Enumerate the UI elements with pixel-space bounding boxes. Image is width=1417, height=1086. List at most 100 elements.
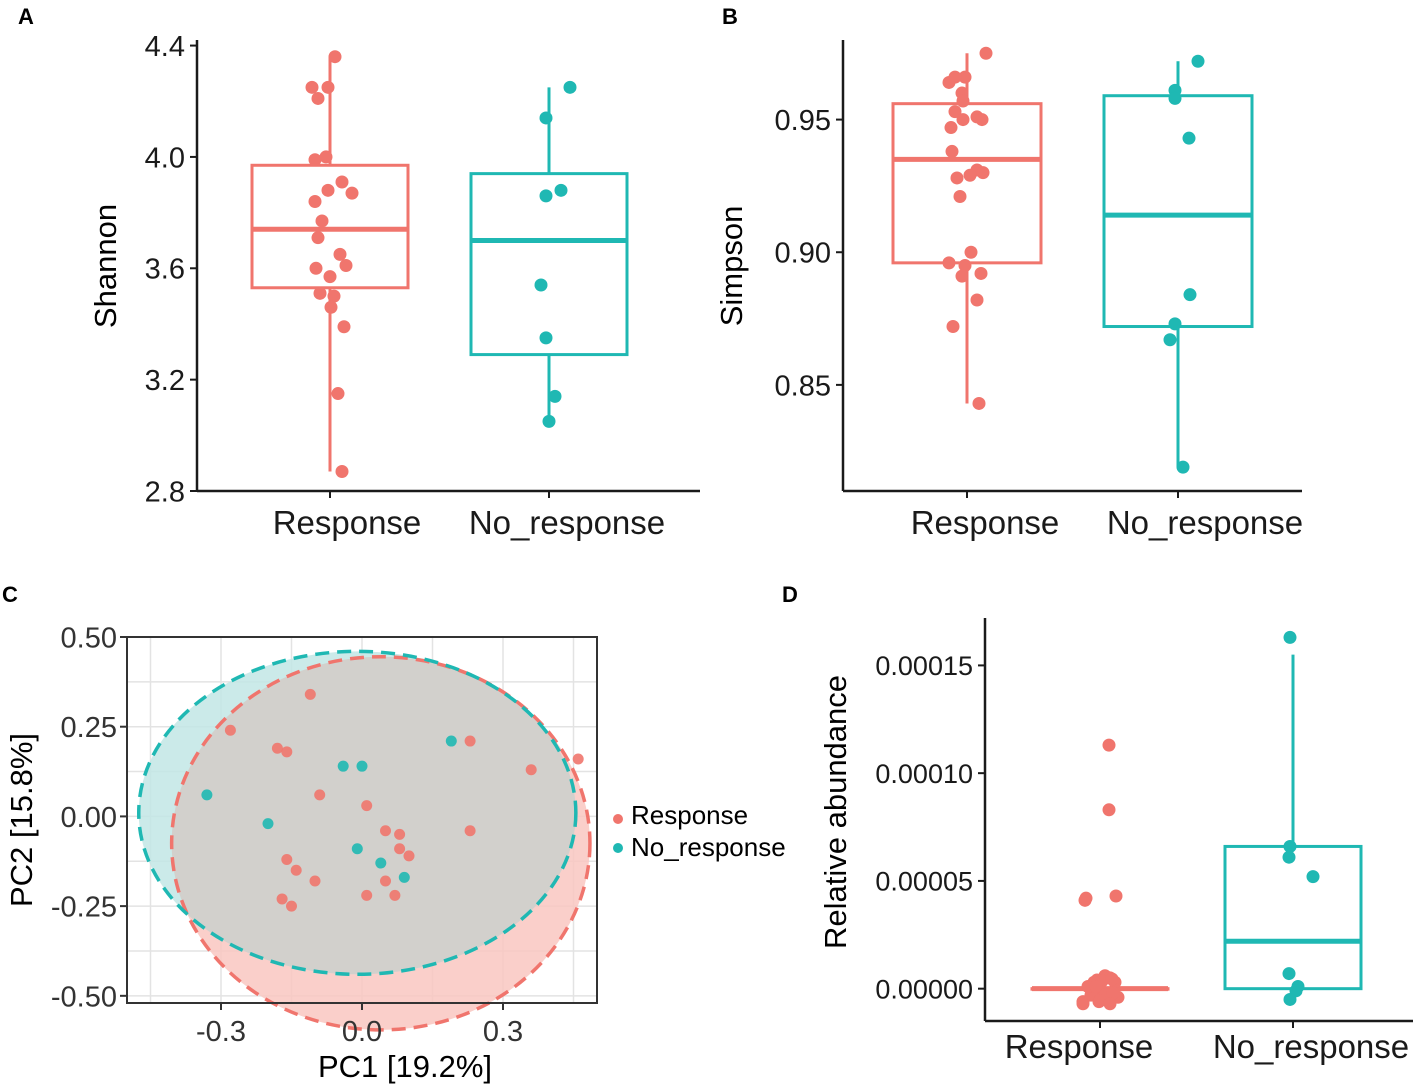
legend-label-no-response: No_response bbox=[631, 832, 786, 862]
panel-c-point-response bbox=[309, 875, 321, 887]
panel-a-point-response bbox=[335, 175, 349, 189]
panel-a-point-response bbox=[321, 183, 335, 197]
panel-b-point-response bbox=[970, 293, 984, 307]
panel-d-box-no-response bbox=[1223, 844, 1363, 991]
panel-a-ytick-label: 2.8 bbox=[145, 476, 185, 508]
panel-a-point-response bbox=[345, 186, 359, 200]
panel-d-point-response bbox=[1103, 997, 1117, 1011]
panel-b-point-response bbox=[945, 144, 959, 158]
panel-b-point-response bbox=[975, 113, 989, 127]
panel-a-ytick-label: 4.4 bbox=[145, 31, 185, 63]
panel-a-point-response bbox=[335, 465, 349, 479]
panel-d-point-no-response bbox=[1283, 839, 1297, 853]
panel-c-point-response bbox=[525, 764, 537, 776]
panel-b-point-response bbox=[942, 256, 956, 270]
panel-c-ellipse-outline-response bbox=[169, 654, 592, 1032]
panel-d-point-response bbox=[1093, 994, 1107, 1008]
panel-c-point-response bbox=[286, 900, 297, 912]
panel-c-point-response bbox=[281, 746, 293, 758]
panel-d-point-no-response bbox=[1283, 630, 1297, 644]
panel-c-xtick-label: 0.3 bbox=[483, 1016, 523, 1048]
panel-a-point-response bbox=[311, 91, 325, 105]
panel-c-point-response bbox=[572, 753, 584, 765]
panel-label-c: C bbox=[2, 582, 18, 607]
panel-c-point-response bbox=[389, 889, 401, 901]
panel-c-point-response bbox=[361, 889, 373, 901]
panel-d-point-response bbox=[1089, 980, 1103, 994]
panel-label-b: B bbox=[722, 4, 738, 29]
panel-b-point-no-response bbox=[1163, 333, 1177, 347]
panel-b-point-response bbox=[944, 121, 958, 135]
panel-b-simpson-boxplot: 0.85 0.90 0.95 Simpson Response No_respons… bbox=[714, 40, 1303, 541]
panel-b-point-response bbox=[979, 46, 993, 60]
panel-d-point-response bbox=[1102, 803, 1116, 817]
panel-a-point-response bbox=[308, 194, 322, 208]
panel-b-point-no-response bbox=[1182, 131, 1196, 145]
panel-a-xtick-response: Response bbox=[273, 504, 422, 541]
panel-c-point-no-response bbox=[351, 843, 363, 855]
panel-c-xlabel: PC1 [19.2%] bbox=[318, 1049, 492, 1084]
panel-a-point-response bbox=[337, 320, 351, 334]
panel-a-ytick-label: 4.0 bbox=[145, 142, 185, 174]
panel-c-point-response bbox=[276, 893, 288, 905]
panel-label-d: D bbox=[782, 582, 798, 607]
legend-swatch-no-response bbox=[613, 843, 623, 853]
panel-a-point-response bbox=[319, 150, 333, 164]
panel-b-point-response bbox=[950, 171, 964, 185]
panel-a-point-response bbox=[315, 214, 329, 228]
panel-c-ellipse-overlap bbox=[171, 656, 576, 975]
panel-d-point-response bbox=[1105, 972, 1119, 986]
panel-c-point-response bbox=[380, 825, 391, 837]
panel-c-xtick-label: -0.3 bbox=[196, 1016, 246, 1048]
panel-c-ytick-label: 0.00 bbox=[61, 802, 117, 834]
panel-d-point-response bbox=[1109, 889, 1123, 903]
panel-a-box-response bbox=[250, 163, 410, 290]
panel-c-point-response bbox=[304, 688, 316, 700]
panel-d-point-response bbox=[1076, 997, 1090, 1011]
panel-label-a: A bbox=[18, 4, 34, 29]
panel-c-ylabel: PC2 [15.8%] bbox=[4, 733, 39, 907]
panel-a-point-response bbox=[324, 300, 338, 314]
panel-c-point-no-response bbox=[337, 760, 349, 772]
panel-d-ytick-label: 0.00010 bbox=[875, 759, 973, 789]
panel-a-point-response bbox=[339, 259, 353, 272]
panel-c-pca-scatter: -0.50 -0.25 0.00 0.25 0.50 -0.3 0.0 0.3 PC2 [15… bbox=[4, 622, 786, 1084]
panel-c-point-response bbox=[314, 789, 326, 801]
panel-d-abundance-boxplot: 0.00000 0.00005 0.00010 0.00015 Relative ab… bbox=[818, 618, 1413, 1065]
panel-b-point-response bbox=[958, 259, 972, 272]
panel-b-point-response bbox=[948, 105, 962, 119]
panel-c-point-no-response bbox=[262, 818, 274, 830]
panel-b-point-no-response bbox=[1168, 317, 1182, 331]
panel-c-point-no-response bbox=[398, 871, 410, 883]
panel-b-point-no-response bbox=[1191, 54, 1205, 68]
panel-a-point-response bbox=[311, 231, 325, 245]
panel-d-xtick-response: Response bbox=[1005, 1028, 1154, 1065]
panel-d-point-response bbox=[1079, 891, 1093, 905]
panel-c-point-response bbox=[403, 850, 415, 862]
panel-c-point-no-response bbox=[356, 760, 368, 772]
panel-c-point-no-response bbox=[445, 735, 457, 747]
panel-b-ytick-label: 0.95 bbox=[775, 105, 831, 137]
panel-a-point-response bbox=[305, 80, 319, 94]
panel-a-point-response bbox=[333, 247, 347, 261]
panel-b-point-no-response bbox=[1176, 460, 1190, 474]
panel-a-point-no-response bbox=[539, 331, 553, 345]
panel-c-ellipse-outline-no-response bbox=[136, 649, 578, 977]
panel-a-point-no-response bbox=[539, 111, 553, 125]
panel-c-point-response bbox=[271, 742, 283, 754]
panel-b-box-response bbox=[891, 102, 1043, 265]
panel-b-xtick-no-response: No_response bbox=[1107, 504, 1303, 541]
panel-d-ytick-label: 0.00015 bbox=[875, 651, 973, 681]
panel-c-point-response bbox=[361, 800, 373, 812]
panel-b-point-response bbox=[972, 396, 986, 410]
panel-d-point-no-response bbox=[1283, 992, 1297, 1006]
panel-d-point-no-response bbox=[1282, 850, 1296, 864]
panel-c-ytick-label: 0.25 bbox=[61, 712, 117, 744]
panel-c-point-response bbox=[224, 724, 236, 736]
panel-a-xtick-no-response: No_response bbox=[469, 504, 665, 541]
panel-b-point-response bbox=[963, 168, 977, 182]
panel-c-point-response bbox=[464, 735, 476, 747]
panel-d-point-no-response bbox=[1306, 870, 1320, 884]
panel-a-point-no-response bbox=[542, 414, 556, 428]
